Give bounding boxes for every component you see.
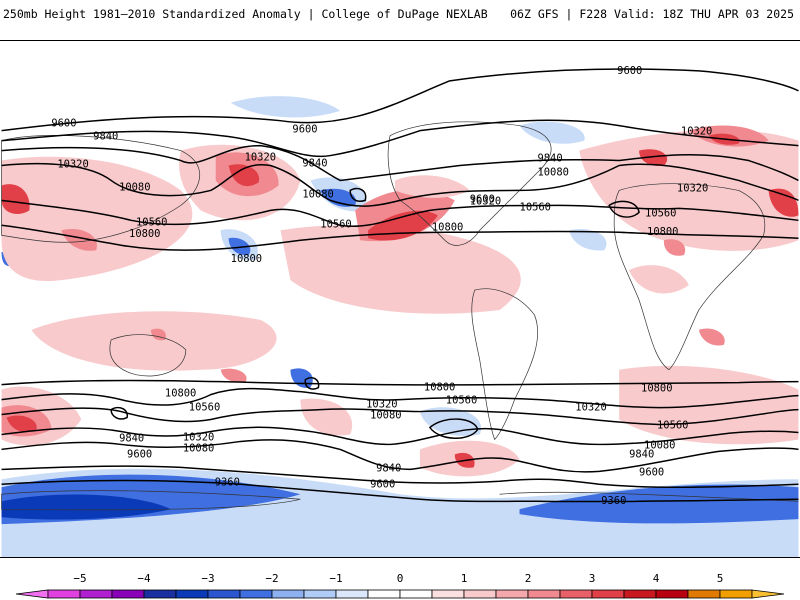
contour-label: 10560 — [320, 218, 351, 230]
legend-tick-label: 2 — [525, 572, 532, 585]
contour-label: 10560 — [189, 402, 220, 414]
contour-label: 10080 — [302, 188, 333, 200]
contour-label: 9840 — [376, 462, 401, 474]
contour-label: 10320 — [57, 159, 88, 171]
contour-label: 10560 — [520, 201, 551, 213]
contour-label: 10320 — [470, 195, 501, 207]
contour-label: 9840 — [537, 153, 562, 165]
contour-label: 9600 — [617, 65, 642, 77]
contour-labels: 9600 9840 10320 10080 10560 10800 9600 1… — [51, 65, 712, 507]
contour-label: 10800 — [231, 253, 262, 265]
legend-color-bar — [15, 589, 785, 599]
contour-label: 10080 — [370, 410, 401, 422]
run-valid-time: 06Z GFS | F228 Valid: 18Z THU APR 03 202… — [510, 7, 794, 21]
contour-label: 10560 — [657, 419, 688, 431]
map-title: 250mb Height 1981–2010 Standardized Anom… — [3, 7, 488, 21]
contour-label: 10800 — [432, 221, 463, 233]
contour-label: 10800 — [129, 228, 160, 240]
contour-label: 10560 — [136, 216, 167, 228]
contour-label: 10800 — [647, 226, 678, 238]
contour-label: 9840 — [302, 158, 327, 170]
contour-label: 10080 — [183, 442, 214, 454]
contour-label: 10800 — [165, 388, 196, 400]
contour-label: 9600 — [370, 478, 395, 490]
legend-tick-label: 1 — [461, 572, 468, 585]
legend-tick-label: −1 — [329, 572, 342, 585]
contour-label: 9600 — [292, 124, 317, 136]
contour-label: 9600 — [639, 466, 664, 478]
contour-label: 9600 — [51, 118, 76, 130]
contour-label: 10320 — [575, 402, 606, 414]
legend-tick-label: 0 — [397, 572, 404, 585]
contour-label: 10080 — [644, 439, 675, 451]
contour-label: 10560 — [645, 207, 676, 219]
anomaly-legend: −5 −4 −3 −2 −1 0 1 2 3 4 5 — [15, 572, 785, 599]
contour-label: 10080 — [537, 166, 568, 178]
height-contours — [1, 68, 799, 503]
contour-label: 10320 — [366, 399, 397, 411]
legend-tick-label: 3 — [589, 572, 596, 585]
contour-label: 10320 — [183, 431, 214, 443]
legend-tick-label: −2 — [265, 572, 278, 585]
contour-label: 10560 — [446, 395, 477, 407]
legend-tick-label: 5 — [717, 572, 724, 585]
contour-label: 10320 — [677, 182, 708, 194]
contour-label: 9360 — [215, 476, 240, 488]
positive-anomaly-fill — [1, 125, 799, 477]
contour-label: 9360 — [601, 495, 626, 507]
legend-tick-label: −4 — [137, 572, 151, 585]
contour-label: 10800 — [424, 382, 455, 394]
legend-tick-label: −3 — [201, 572, 214, 585]
legend-tick-label: −5 — [73, 572, 86, 585]
contour-label: 9600 — [127, 448, 152, 460]
contour-label: 9840 — [119, 432, 144, 444]
header: 250mb Height 1981–2010 Standardized Anom… — [0, 0, 800, 30]
legend-ticks: −5 −4 −3 −2 −1 0 1 2 3 4 5 — [73, 572, 723, 585]
contour-label: 9600 — [470, 193, 495, 205]
contour-label: 10800 — [641, 383, 672, 395]
legend-tick-label: 4 — [653, 572, 660, 585]
anomaly-map: 9600 9840 10320 10080 10560 10800 9600 1… — [0, 40, 800, 558]
contour-label: 10320 — [245, 152, 276, 164]
contour-label: 9840 — [629, 448, 654, 460]
contour-label: 10080 — [119, 181, 150, 193]
contour-label: 10320 — [681, 126, 712, 138]
continent-outlines — [1, 121, 799, 511]
contour-label: 9840 — [93, 131, 118, 143]
